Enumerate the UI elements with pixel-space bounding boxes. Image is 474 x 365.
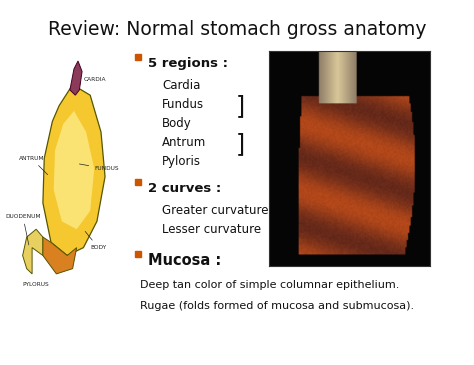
Text: Antrum: Antrum <box>162 136 206 149</box>
Text: ]: ] <box>236 132 245 155</box>
Text: PYLORUS: PYLORUS <box>23 282 49 287</box>
Polygon shape <box>43 237 77 274</box>
Text: Fundus: Fundus <box>162 98 204 111</box>
Text: Cardia: Cardia <box>162 79 201 92</box>
Text: Review: Normal stomach gross anatomy: Review: Normal stomach gross anatomy <box>48 20 426 39</box>
Bar <box>135 54 141 60</box>
Text: CARDIA: CARDIA <box>78 77 106 85</box>
Bar <box>135 251 141 257</box>
Text: 2 curves :: 2 curves : <box>148 182 221 195</box>
Text: Greater curvature: Greater curvature <box>162 204 268 217</box>
Polygon shape <box>70 61 82 95</box>
Polygon shape <box>23 229 43 274</box>
Text: DUODENUM: DUODENUM <box>5 214 41 245</box>
Bar <box>135 179 141 185</box>
Text: ANTRUM: ANTRUM <box>18 156 48 175</box>
Text: ]: ] <box>236 93 245 118</box>
Text: BODY: BODY <box>85 231 106 250</box>
Polygon shape <box>43 85 105 256</box>
Text: 5 regions :: 5 regions : <box>148 57 228 70</box>
Text: Lesser curvature: Lesser curvature <box>162 223 261 236</box>
Text: Mucosa :: Mucosa : <box>148 253 221 268</box>
Text: FUNDUS: FUNDUS <box>80 164 119 171</box>
Text: Body: Body <box>162 117 192 130</box>
Text: Rugae (folds formed of mucosa and submucosa).: Rugae (folds formed of mucosa and submuc… <box>140 301 414 311</box>
Polygon shape <box>54 111 94 229</box>
Text: Deep tan color of simple columnar epithelium.: Deep tan color of simple columnar epithe… <box>140 280 400 290</box>
Text: Pyloris: Pyloris <box>162 155 201 168</box>
